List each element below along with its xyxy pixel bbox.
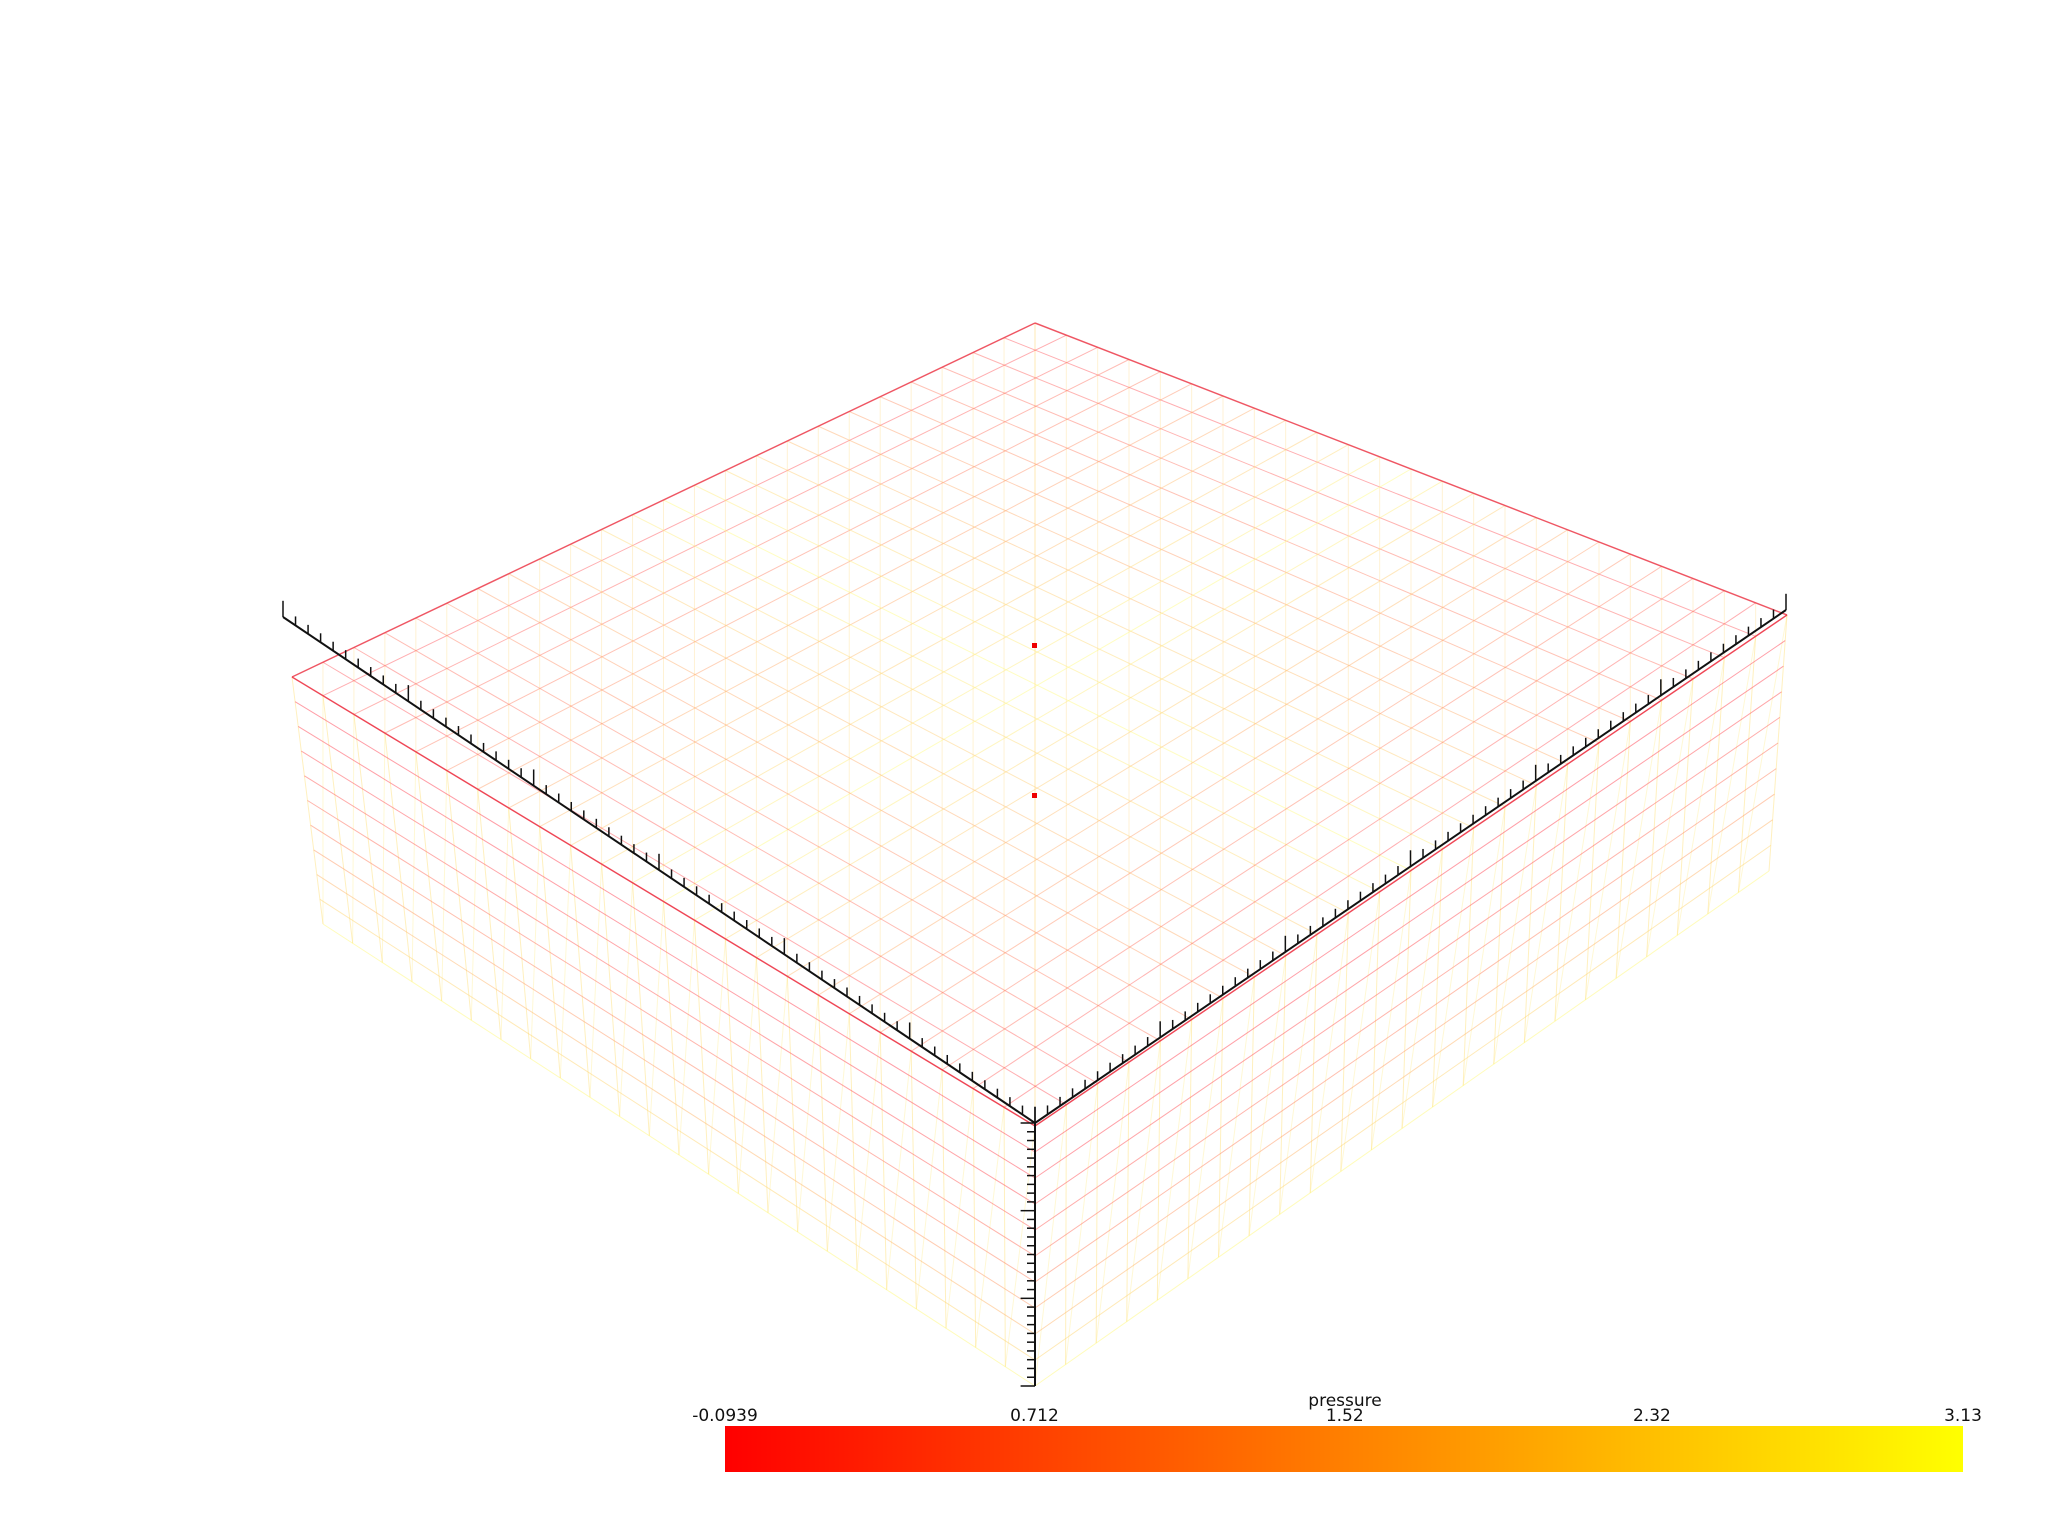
probe-point	[1032, 793, 1037, 798]
mesh-line	[880, 396, 1631, 722]
mesh-line	[1034, 640, 1786, 1153]
mesh-line	[446, 602, 1192, 1020]
mesh-line	[1034, 870, 1770, 1387]
mesh-line	[787, 517, 1537, 977]
mesh-line	[297, 725, 1036, 1179]
mesh-line	[477, 395, 1224, 790]
mesh-line	[1034, 819, 1773, 1335]
mesh-line	[849, 411, 1600, 744]
mesh-line	[508, 573, 1255, 978]
mesh-line	[1034, 844, 1772, 1361]
probe-point	[1032, 643, 1037, 648]
mesh-line	[725, 492, 1474, 940]
colorbar-tick-label: 2.32	[1633, 1406, 1671, 1426]
mesh-line	[756, 455, 1506, 808]
axes	[282, 593, 1787, 1387]
mesh-line	[539, 419, 1286, 828]
mesh-line	[477, 588, 1224, 999]
mesh-line	[384, 359, 1130, 734]
mesh-line	[910, 381, 1662, 701]
colorbar-title: pressure	[1308, 1391, 1381, 1411]
mesh-line	[316, 874, 1036, 1335]
colorbar-tick-label: 1.52	[1326, 1406, 1364, 1426]
mesh-line	[304, 775, 1036, 1231]
colorbar-tick-label: 0.712	[1010, 1406, 1059, 1426]
mesh-line	[1034, 793, 1775, 1309]
mesh-edge	[291, 322, 1036, 678]
mesh-line	[353, 647, 1098, 1084]
mesh-line	[415, 617, 1161, 1042]
mesh-edge	[1034, 322, 1788, 616]
colorbar: pressure -0.0939 0.712 1.52 2.32 3.13	[692, 1391, 1982, 1472]
mesh-edge	[1034, 614, 1788, 1127]
mesh-line	[632, 514, 1380, 893]
mesh-line	[848, 541, 1600, 1015]
mesh-line	[1034, 716, 1781, 1231]
mesh-line	[972, 590, 1725, 1090]
mesh-line	[1034, 768, 1777, 1283]
mesh-line	[322, 923, 1036, 1387]
mesh-line	[294, 701, 1036, 1153]
mesh-line	[1034, 691, 1782, 1205]
mesh-line	[322, 661, 1067, 1106]
mesh-line	[694, 480, 1443, 921]
mesh-line	[570, 543, 1318, 935]
mesh-line	[539, 558, 1286, 957]
colorbar-tick-label: -0.0939	[692, 1406, 758, 1426]
mesh-line	[353, 346, 1098, 715]
mesh-line	[663, 499, 1412, 871]
mesh-line	[972, 352, 1725, 659]
mesh-line	[601, 444, 1349, 865]
mesh-line	[310, 824, 1036, 1283]
mesh-line	[941, 366, 1694, 680]
wireframe-mesh	[291, 322, 1788, 1387]
colorbar-tick-label: 3.13	[1944, 1406, 1982, 1426]
mesh-line	[1003, 337, 1756, 637]
mesh-line	[319, 898, 1036, 1361]
mesh-line	[1034, 665, 1784, 1179]
mesh-line	[663, 468, 1412, 902]
mesh-line	[725, 470, 1474, 829]
mesh-line	[941, 578, 1694, 1071]
mesh-line	[1003, 602, 1756, 1108]
colorbar-gradient	[725, 1426, 1963, 1472]
mesh-line	[601, 529, 1349, 914]
mesh-line	[818, 425, 1568, 765]
mesh-line	[879, 553, 1631, 1033]
mesh-line	[415, 371, 1161, 753]
mesh-line	[910, 565, 1662, 1052]
mesh-line	[384, 632, 1130, 1063]
mesh-line	[313, 849, 1036, 1309]
mesh-line	[1034, 742, 1779, 1257]
mesh-line	[694, 484, 1443, 850]
mesh-edge	[291, 676, 1036, 1127]
mesh-line	[632, 456, 1380, 884]
mesh-line	[301, 750, 1036, 1205]
mesh-line	[446, 383, 1192, 771]
mesh-line	[787, 440, 1537, 786]
mesh-line	[818, 529, 1568, 996]
mesh-line	[307, 800, 1036, 1257]
mesh-line	[322, 334, 1067, 697]
mesh-line	[570, 432, 1318, 846]
mesh-line	[756, 505, 1506, 959]
mesh-line	[508, 407, 1255, 809]
